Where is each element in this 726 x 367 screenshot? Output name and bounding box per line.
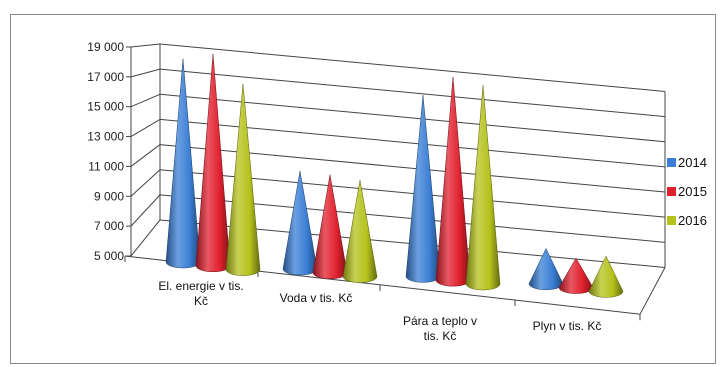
cone-2015-cat2 [435, 76, 471, 287]
cone-2014-cat3 [528, 247, 564, 291]
y-tick-label: 17 000 [87, 70, 124, 84]
legend: 2014 2015 2016 [667, 155, 707, 228]
legend-label: 2014 [678, 155, 707, 170]
cone-2015-cat0 [195, 53, 231, 273]
cone-2015-cat1 [312, 174, 348, 280]
legend-label: 2016 [678, 213, 707, 228]
cone-2016-cat0 [225, 83, 261, 276]
category-label: Pára a teplo v tis. Kč [403, 314, 477, 343]
cone-2016-cat1 [342, 179, 378, 283]
cone-2014-cat0 [165, 58, 201, 269]
legend-swatch [667, 187, 676, 196]
legend-label: 2015 [678, 184, 707, 199]
gridline [159, 43, 666, 92]
cone-2014-cat1 [282, 170, 318, 276]
category-label: Plyn v tis. Kč [533, 319, 602, 333]
y-tick-label: 7 000 [94, 219, 124, 233]
gridline [159, 118, 666, 168]
gridline-diag [130, 93, 161, 108]
y-tick-label: 15 000 [87, 100, 124, 114]
legend-swatch [667, 158, 676, 167]
gridline-diag [130, 169, 161, 197]
cone-layer [165, 53, 624, 298]
gridline-diag [130, 68, 161, 78]
category-label: El. energie v tis. Kč [158, 279, 243, 308]
legend-swatch [667, 216, 676, 225]
axis-layer: 19 000 17 000 15 000 13 000 11 000 9 000 7 000… [87, 40, 666, 321]
gridline-diag [130, 219, 161, 257]
y-tick-label: 5 000 [94, 249, 124, 263]
cone-2015-cat3 [558, 257, 594, 294]
cone-2016-cat2 [465, 85, 501, 291]
label-layer: El. energie v tis. Kč Voda v tis. Kč Pára a… [158, 279, 601, 343]
gridline [159, 93, 666, 143]
gridline-diag [130, 43, 161, 48]
y-tick-label: 13 000 [87, 130, 124, 144]
y-tick-label: 11 000 [88, 159, 124, 173]
category-label: Voda v tis. Kč [280, 291, 353, 305]
gridline-diag [130, 144, 161, 167]
y-tick-label: 9 000 [94, 189, 124, 203]
gridline-diag [130, 194, 161, 227]
gridline [159, 68, 666, 118]
y-tick-label: 19 000 [87, 40, 124, 54]
cone-2016-cat3 [588, 255, 624, 298]
gridline-diag [130, 118, 161, 138]
cone-2014-cat2 [405, 95, 441, 283]
